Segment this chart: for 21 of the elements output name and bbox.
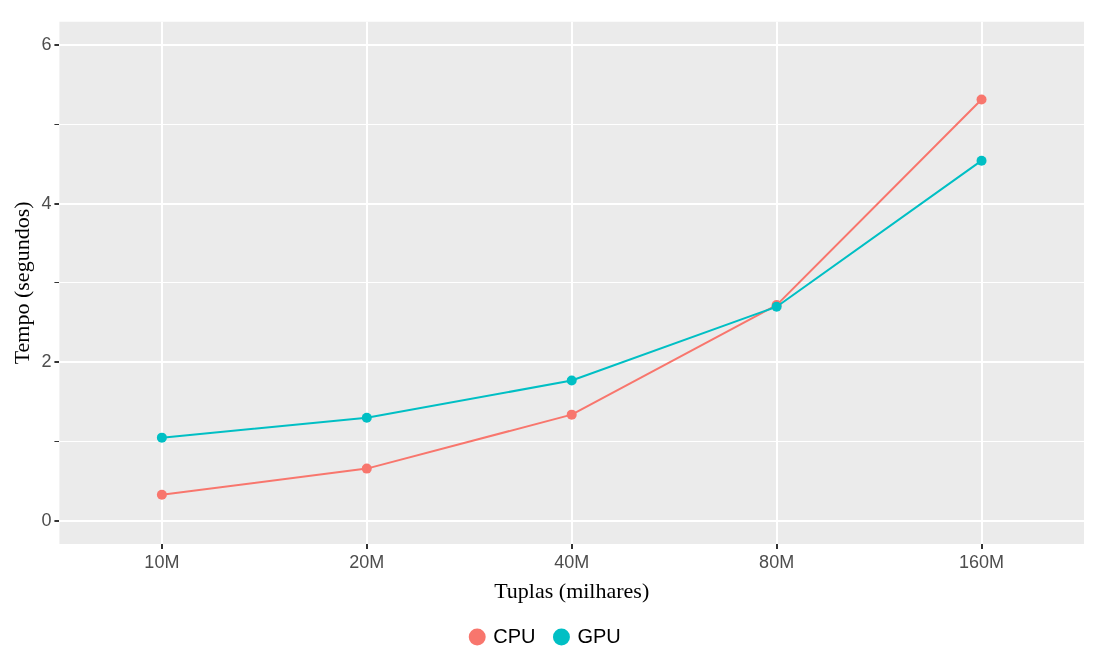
legend-label: CPU — [493, 624, 536, 647]
y-tick-label: 6 — [41, 33, 52, 54]
point — [566, 375, 577, 386]
point — [976, 94, 987, 105]
x-tick-label: 40M — [554, 551, 590, 572]
y-tick-label: 2 — [41, 351, 52, 372]
point — [361, 463, 372, 474]
x-tick-label: 20M — [349, 551, 385, 572]
y-tick-label: 0 — [41, 509, 52, 530]
x-tick-label: 160M — [959, 551, 1005, 572]
y-tick-label: 4 — [41, 192, 52, 213]
x-tick-label: 10M — [144, 551, 180, 572]
point — [361, 412, 372, 423]
point — [156, 489, 167, 500]
x-axis-title: Tuplas (milhares) — [494, 577, 650, 603]
point — [156, 432, 167, 443]
legend-label: GPU — [577, 624, 621, 647]
y-axis-title: Tempo (segundos) — [8, 201, 34, 365]
point — [976, 155, 987, 166]
point — [566, 409, 577, 420]
x-tick-label: 80M — [759, 551, 795, 572]
